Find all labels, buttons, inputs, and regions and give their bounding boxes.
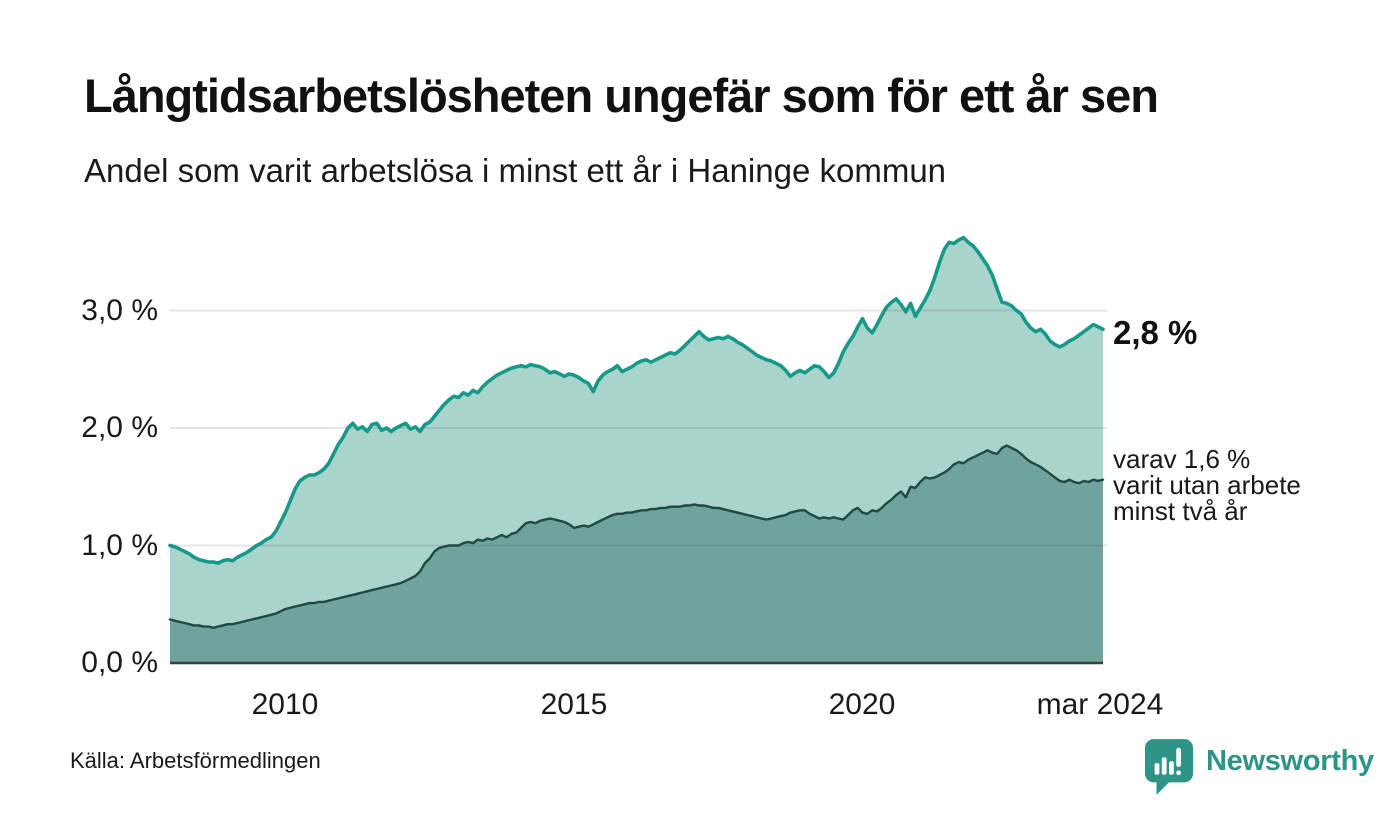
x-tick-2015: 2015 [540, 688, 608, 721]
page-title: Långtidsarbetslösheten ungefär som för e… [84, 69, 1159, 122]
series-line-total [168, 235, 1105, 565]
newsworthy-bubble-chart-icon [1144, 738, 1194, 801]
series-area-two-years [170, 445, 1103, 663]
page-subtitle: Andel som varit arbetslösa i minst ett å… [84, 152, 947, 189]
y-tick-3: 3,0 % [81, 294, 158, 327]
series-line-two-years [168, 444, 1105, 629]
latest-two-years-label: varav 1,6 % varit utan arbete minst två … [1113, 444, 1301, 526]
y-tick-1: 1,0 % [81, 529, 158, 562]
newsworthy-logo: Newsworthy [1144, 738, 1374, 801]
source-credit: Källa: Arbetsförmedlingen [70, 748, 321, 773]
y-tick-2: 2,0 % [81, 411, 158, 444]
x-tick-2020: 2020 [828, 688, 896, 721]
x-tick-mar2024: mar 2024 [1036, 688, 1164, 721]
x-tick-2010: 2010 [251, 688, 319, 721]
y-tick-0: 0,0 % [81, 646, 158, 679]
newsworthy-wordmark: Newsworthy [1206, 745, 1374, 777]
latest-total-label: 2,8 % [1113, 314, 1198, 351]
